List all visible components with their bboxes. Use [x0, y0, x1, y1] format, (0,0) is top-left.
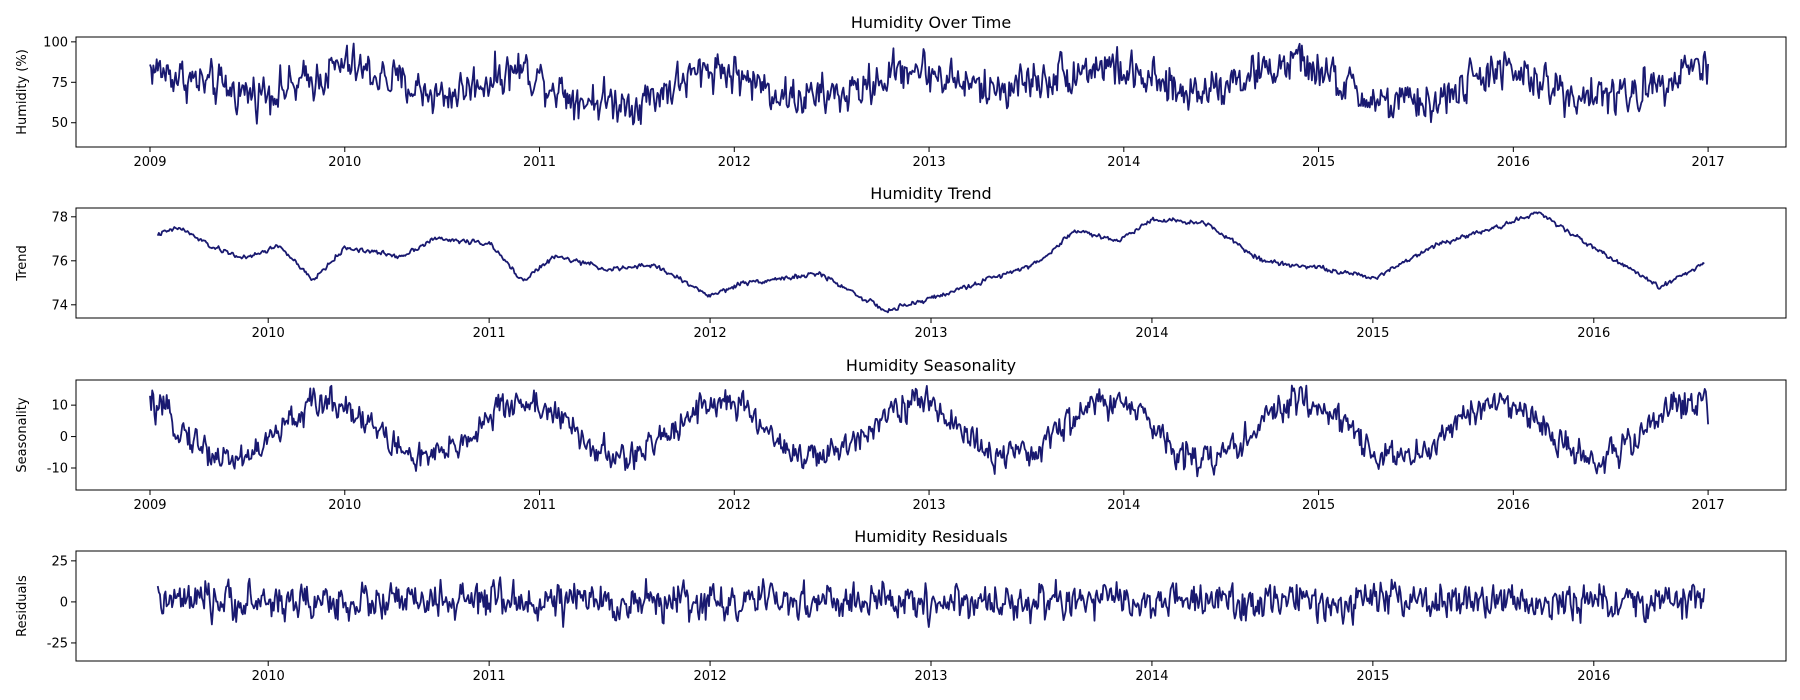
x-tick-label: 2016 [1577, 669, 1610, 684]
y-tick-label: 75 [51, 76, 68, 91]
x-tick-label: 2015 [1302, 155, 1335, 170]
x-tick-label: 2014 [1135, 326, 1168, 341]
x-tick-label: 2014 [1135, 669, 1168, 684]
chart-panel: Humidity Seasonality Seasonality 2009 2010 2… [15, 356, 1787, 513]
x-tick-label: 2012 [718, 498, 751, 513]
chart-title: Humidity Over Time [851, 13, 1011, 32]
x-tick-label: 2011 [523, 498, 556, 513]
x-tick-label: 2015 [1302, 498, 1335, 513]
y-axis-label: Seasonality [15, 397, 30, 472]
plot-frame [75, 379, 1787, 491]
series-line [156, 211, 1705, 314]
chart-title: Humidity Trend [870, 184, 991, 203]
chart-title: Humidity Seasonality [846, 356, 1016, 375]
series-line [156, 576, 1706, 628]
x-tick-label: 2010 [252, 669, 285, 684]
series-line [149, 384, 1709, 478]
y-tick-label: 74 [51, 298, 68, 313]
y-tick-label: 78 [51, 210, 68, 225]
y-axis-label: Residuals [15, 575, 30, 637]
y-tick-label: 50 [51, 116, 68, 131]
y-tick-label: 0 [60, 430, 68, 445]
x-tick-label: 2009 [133, 498, 166, 513]
y-tick-label: 76 [51, 254, 68, 269]
x-tick-label: 2013 [913, 498, 946, 513]
x-tick-label: 2016 [1577, 326, 1610, 341]
x-tick-label: 2011 [473, 669, 506, 684]
y-tick-label: -10 [47, 462, 68, 477]
x-tick-label: 2009 [133, 155, 166, 170]
x-tick-label: 2012 [718, 155, 751, 170]
x-tick-label: 2012 [694, 326, 727, 341]
x-tick-label: 2012 [694, 669, 727, 684]
series-line [149, 42, 1709, 126]
x-tick-label: 2010 [252, 326, 285, 341]
y-axis-label: Humidity (%) [15, 49, 30, 135]
x-tick-label: 2011 [473, 326, 506, 341]
y-tick-label: -25 [47, 636, 68, 651]
y-tick-label: 10 [51, 399, 68, 414]
x-tick-label: 2013 [914, 669, 947, 684]
x-tick-label: 2014 [1107, 155, 1140, 170]
x-tick-label: 2013 [913, 155, 946, 170]
x-tick-label: 2010 [328, 155, 361, 170]
x-tick-label: 2017 [1692, 155, 1725, 170]
x-tick-label: 2011 [523, 155, 556, 170]
y-axis-label: Trend [15, 245, 30, 282]
x-tick-label: 2016 [1497, 155, 1530, 170]
y-tick-label: 100 [43, 35, 68, 50]
x-tick-label: 2010 [328, 498, 361, 513]
x-tick-label: 2016 [1497, 498, 1530, 513]
x-tick-label: 2015 [1356, 669, 1389, 684]
x-tick-label: 2014 [1107, 498, 1140, 513]
chart-title: Humidity Residuals [854, 527, 1008, 546]
x-tick-label: 2015 [1356, 326, 1389, 341]
y-tick-label: 25 [51, 554, 68, 569]
chart-panel: Humidity Residuals Residuals 2010 2011 2012 2… [15, 527, 1787, 684]
plot-frame [75, 36, 1787, 148]
plot-frame [75, 207, 1787, 319]
chart-panel: Humidity Over Time Humidity (%) 2009 2010 20… [15, 13, 1787, 170]
y-tick-label: 0 [60, 595, 68, 610]
x-tick-label: 2013 [914, 326, 947, 341]
chart-panel: Humidity Trend Trend 2010 2011 2012 2013 2014 2… [15, 184, 1787, 341]
x-tick-label: 2017 [1692, 498, 1725, 513]
